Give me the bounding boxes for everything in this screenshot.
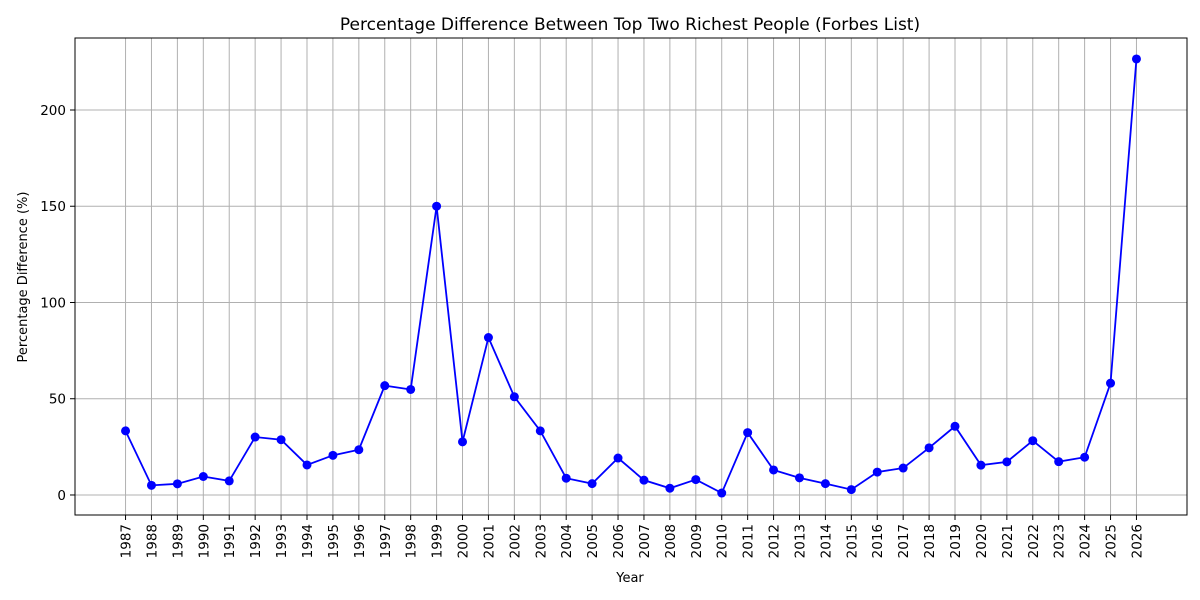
x-tick-label: 2015	[844, 524, 860, 558]
series-line	[124, 58, 1138, 495]
x-tick-label: 1995	[326, 524, 342, 558]
x-axis-label: Year	[615, 571, 644, 586]
data-point	[976, 460, 986, 470]
data-point	[172, 479, 182, 489]
x-tick-label: 2024	[1078, 524, 1094, 558]
x-tick-label: 2016	[870, 524, 886, 558]
data-point	[561, 473, 571, 483]
plot-frame	[74, 37, 1188, 516]
x-tick-label: 1989	[170, 524, 186, 558]
x-tick-label: 2019	[948, 524, 964, 558]
x-tick-label: 1987	[119, 524, 135, 558]
x-tick-label: 1996	[352, 524, 368, 558]
x-ticks: 1987 1988 1989 1990 1991 1992 1993 1994 1995 1996…	[119, 515, 1145, 558]
data-point	[1002, 457, 1012, 467]
data-point	[354, 445, 364, 455]
data-point	[458, 437, 468, 447]
data-point	[820, 479, 830, 489]
y-tick-label: 200	[40, 103, 66, 119]
data-point	[924, 443, 934, 453]
data-point	[898, 463, 908, 473]
x-tick-label: 2026	[1129, 524, 1145, 558]
data-point	[794, 473, 804, 483]
data-point	[639, 475, 649, 485]
x-tick-label: 2005	[585, 524, 601, 558]
data-point	[872, 467, 882, 477]
x-tick-label: 1990	[196, 524, 212, 558]
data-point	[406, 384, 416, 394]
x-tick-label: 2025	[1104, 524, 1120, 558]
data-point	[743, 428, 753, 438]
data-point	[198, 472, 208, 482]
x-tick-label: 2002	[507, 524, 523, 558]
grid	[75, 38, 1187, 515]
x-tick-label: 1999	[430, 524, 446, 558]
data-point	[224, 476, 234, 486]
data-point	[717, 488, 727, 498]
x-tick-label: 1993	[274, 524, 290, 558]
series	[121, 54, 1141, 498]
data-point	[587, 479, 597, 489]
x-tick-label: 2013	[792, 524, 808, 558]
y-tick-label: 50	[49, 392, 66, 408]
x-tick-label: 1994	[300, 524, 316, 558]
x-tick-label: 2023	[1052, 524, 1068, 558]
data-point	[535, 426, 545, 436]
data-point	[1054, 457, 1064, 467]
data-point	[432, 201, 442, 211]
data-point	[1131, 54, 1141, 64]
x-tick-label: 2006	[611, 524, 627, 558]
y-axis-label: Percentage Difference (%)	[16, 192, 31, 363]
data-point	[483, 333, 493, 343]
x-tick-label: 1998	[404, 524, 420, 558]
x-tick-label: 2017	[896, 524, 912, 558]
data-point	[276, 435, 286, 445]
x-tick-label: 2014	[818, 524, 834, 558]
data-point	[328, 450, 338, 460]
x-tick-label: 1991	[222, 524, 238, 558]
x-tick-label: 2000	[456, 524, 472, 558]
y-tick-label: 150	[40, 199, 66, 215]
x-tick-label: 2003	[533, 524, 549, 558]
data-point	[509, 392, 519, 402]
x-tick-label: 2021	[1000, 524, 1016, 558]
y-tick-label: 100	[40, 295, 66, 311]
x-tick-label: 2020	[974, 524, 990, 558]
x-tick-label: 2022	[1026, 524, 1042, 558]
data-point	[1028, 436, 1038, 446]
x-tick-label: 2011	[741, 524, 757, 558]
data-point	[846, 485, 856, 495]
data-point	[121, 426, 131, 436]
data-point	[302, 460, 312, 470]
y-tick-label: 0	[57, 488, 66, 504]
x-tick-label: 2009	[689, 524, 705, 558]
data-point	[613, 453, 623, 463]
data-point	[691, 475, 701, 485]
data-point	[665, 483, 675, 493]
data-point	[950, 421, 960, 431]
x-tick-label: 1992	[248, 524, 264, 558]
data-point	[769, 465, 779, 475]
data-point	[1106, 378, 1116, 388]
x-tick-label: 2001	[481, 524, 497, 558]
x-tick-label: 1997	[378, 524, 394, 558]
data-point	[146, 480, 156, 490]
data-point	[380, 381, 390, 391]
chart-title: Percentage Difference Between Top Two Ri…	[340, 15, 920, 35]
x-tick-label: 2004	[559, 524, 575, 558]
y-ticks: 0 50 100 150 200	[40, 103, 75, 504]
x-tick-label: 2007	[637, 524, 653, 558]
x-tick-label: 2008	[663, 524, 679, 558]
data-point	[1080, 452, 1090, 462]
data-point	[250, 432, 260, 442]
x-tick-label: 2012	[767, 524, 783, 558]
x-tick-label: 2010	[715, 524, 731, 558]
x-tick-label: 1988	[144, 524, 160, 558]
x-tick-label: 2018	[922, 524, 938, 558]
